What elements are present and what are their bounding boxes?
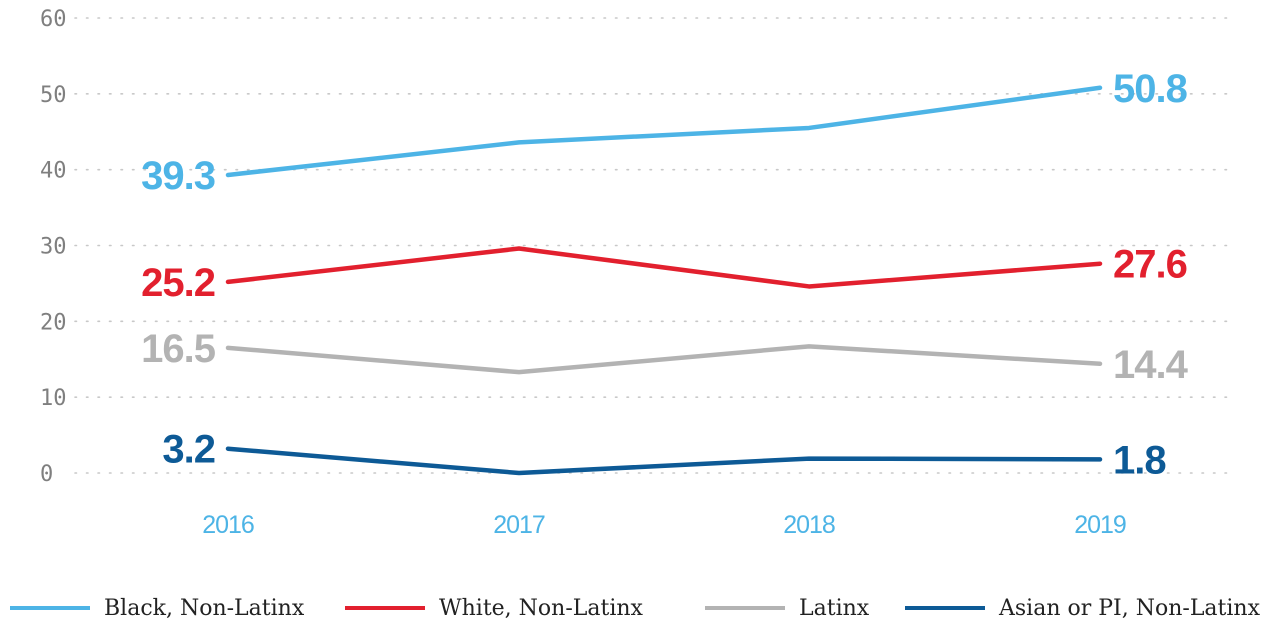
end-value-label: 27.6 <box>1113 243 1187 287</box>
start-value-label: 39.3 <box>141 154 215 198</box>
x-axis-ticks: 2016 2017 2018 2019 <box>202 511 1127 539</box>
legend-label: White, Non-Latinx <box>439 595 643 621</box>
y-tick-label: 10 <box>40 386 67 411</box>
y-tick-label: 30 <box>40 235 67 260</box>
start-value-label: 3.2 <box>162 428 215 472</box>
legend-item: White, Non-Latinx <box>345 590 643 626</box>
series-line-3 <box>225 446 1103 476</box>
x-tick-label: 2018 <box>783 511 835 539</box>
legend-swatch <box>10 606 90 610</box>
y-tick-label: 40 <box>40 159 67 184</box>
x-tick-label: 2019 <box>1074 511 1126 539</box>
start-value-label: 16.5 <box>141 327 216 371</box>
start-value-label: 25.2 <box>141 261 215 305</box>
end-value-label: 1.8 <box>1113 438 1166 482</box>
data-labels: 39.3 50.8 25.2 27.6 16.5 14.4 3.2 1.8 <box>141 67 1189 483</box>
legend-item: Latinx <box>705 590 869 626</box>
x-tick-label: 2017 <box>493 511 545 539</box>
legend: Black, Non-Latinx White, Non-Latinx Latinx… <box>0 590 1282 626</box>
y-tick-label: 20 <box>40 310 67 335</box>
y-tick-label: 60 <box>40 7 67 32</box>
series-line-1 <box>225 246 1103 289</box>
end-value-label: 50.8 <box>1113 67 1188 111</box>
legend-label: Asian or PI, Non-Latinx <box>999 595 1261 621</box>
legend-label: Black, Non-Latinx <box>104 595 305 621</box>
y-axis-ticks: 0 10 20 30 40 50 60 <box>40 7 67 487</box>
line-chart: 0 10 20 30 40 50 60 2016 2017 2018 2019 39.3 50.8 2… <box>40 7 1231 539</box>
x-tick-label: 2016 <box>202 511 254 539</box>
series-lines <box>225 85 1103 476</box>
series-line-2 <box>225 344 1103 375</box>
series-line-0 <box>225 85 1103 178</box>
legend-item: Asian or PI, Non-Latinx <box>905 590 1260 626</box>
legend-swatch <box>345 606 425 610</box>
legend-swatch <box>705 606 785 610</box>
legend-label: Latinx <box>799 595 870 621</box>
gridlines <box>74 17 1231 474</box>
legend-item: Black, Non-Latinx <box>10 590 304 626</box>
y-tick-label: 0 <box>40 462 53 487</box>
y-tick-label: 50 <box>40 83 67 108</box>
legend-swatch <box>905 606 985 610</box>
end-value-label: 14.4 <box>1113 343 1189 387</box>
